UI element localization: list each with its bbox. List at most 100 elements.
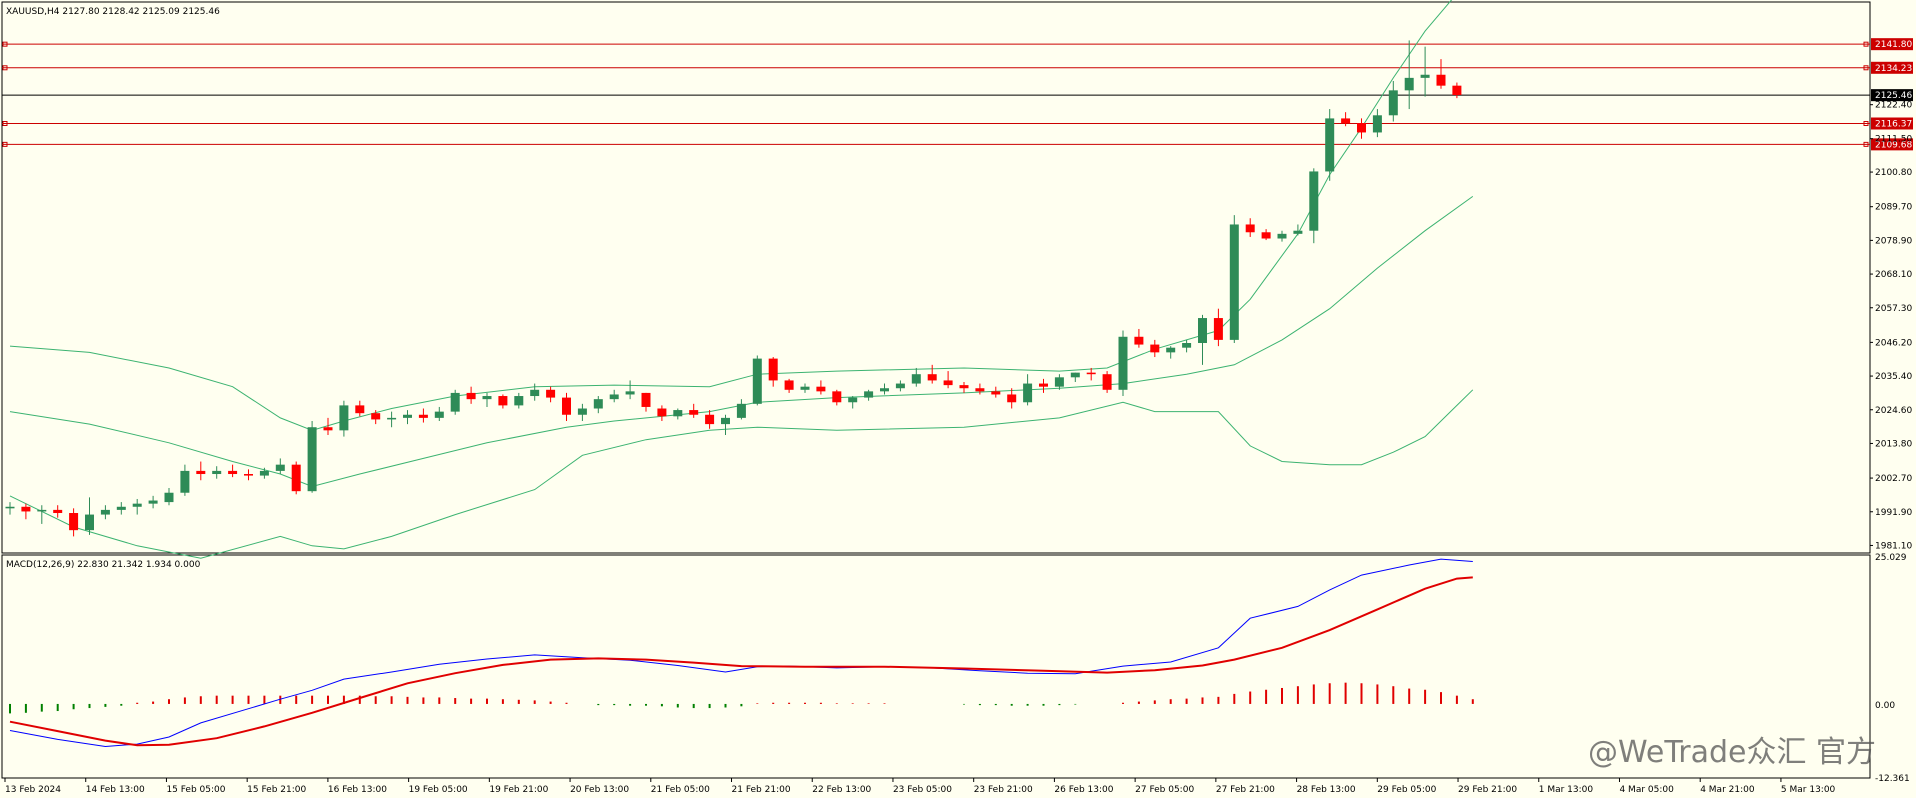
signal-line xyxy=(9,576,1473,747)
line-anchor-left xyxy=(2,120,8,126)
bull-candle xyxy=(1118,336,1128,390)
price-tag xyxy=(1871,138,1913,151)
price-axis-label: 2122.40 xyxy=(1875,101,1912,111)
bull-candle xyxy=(1277,233,1287,239)
bull-candle xyxy=(1372,115,1382,133)
bear-candle xyxy=(1007,394,1017,403)
bear-candle xyxy=(991,391,1001,395)
bear-candle xyxy=(975,388,985,392)
bull-candle xyxy=(1070,372,1080,378)
time-axis-label: 19 Feb 05:00 xyxy=(409,785,468,795)
bear-candle xyxy=(371,413,381,420)
bull-candle xyxy=(736,403,746,418)
bull-candle xyxy=(1054,377,1064,387)
time-axis-label: 27 Feb 05:00 xyxy=(1135,785,1194,795)
bear-candle xyxy=(927,374,937,381)
bear-candle xyxy=(228,470,238,475)
symbol-header: XAUUSD,H4 2127.80 2128.42 2125.09 2125.4… xyxy=(6,7,220,17)
price-axis-label: 2089.70 xyxy=(1875,203,1912,213)
bull-candle xyxy=(1229,224,1239,340)
bear-candle xyxy=(1436,74,1446,86)
time-axis-label: 22 Feb 13:00 xyxy=(812,785,871,795)
bull-candle xyxy=(37,509,47,512)
bull-candle xyxy=(1420,74,1430,78)
time-axis-label: 1 Mar 13:00 xyxy=(1539,785,1594,795)
bull-candle xyxy=(148,500,158,504)
bear-candle xyxy=(1341,118,1351,124)
bear-candle xyxy=(69,513,79,531)
bear-candle xyxy=(641,392,651,407)
time-axis-label: 23 Feb 05:00 xyxy=(893,785,952,795)
bull-candle xyxy=(180,470,190,493)
bull-candle xyxy=(1404,77,1414,91)
time-axis-label: 15 Feb 21:00 xyxy=(247,785,306,795)
price-tag xyxy=(1871,89,1913,102)
bear-candle xyxy=(355,405,365,414)
bull-candle xyxy=(1166,347,1176,353)
bollinger-upper xyxy=(9,0,1453,431)
price-tag-label: 2109.68 xyxy=(1875,140,1912,150)
bollinger-bands-layer xyxy=(9,0,1474,559)
bull-candle xyxy=(577,408,587,415)
bull-candle xyxy=(514,396,524,406)
bear-candle xyxy=(816,386,826,392)
bull-candle xyxy=(1293,230,1303,234)
time-axis-label: 21 Feb 21:00 xyxy=(732,785,791,795)
bear-candle xyxy=(466,392,476,400)
bull-candle xyxy=(1182,343,1192,348)
bear-candle xyxy=(1261,232,1271,239)
bull-candle xyxy=(403,414,412,418)
price-axis-label: 2013.80 xyxy=(1875,439,1912,449)
price-tag-label: 2125.46 xyxy=(1875,91,1912,101)
price-axis-label: 2111.50 xyxy=(1875,135,1912,145)
bull-candle xyxy=(752,358,762,404)
macd-panel[interactable] xyxy=(1,554,1871,779)
line-anchor-right xyxy=(1863,65,1869,71)
bull-candle xyxy=(1309,171,1319,231)
price-tag xyxy=(1871,61,1913,74)
bear-candle xyxy=(784,380,794,390)
price-tag-label: 2141.80 xyxy=(1875,40,1912,50)
time-axis-label: 16 Feb 13:00 xyxy=(328,785,387,795)
macd-axis-label: -12.361 xyxy=(1875,774,1910,784)
bear-candle xyxy=(705,414,715,425)
price-axis-label: 2002.70 xyxy=(1875,474,1912,484)
price-axis-label: 2100.80 xyxy=(1875,168,1912,178)
bull-candle xyxy=(593,399,603,409)
bear-candle xyxy=(244,474,253,476)
bear-candle xyxy=(1452,85,1462,96)
bull-candle xyxy=(848,397,858,403)
price-panel[interactable] xyxy=(1,1,1871,554)
time-axis-label: 14 Feb 13:00 xyxy=(86,785,145,795)
bull-candle xyxy=(800,386,810,390)
bull-candle xyxy=(339,405,349,431)
bear-candle xyxy=(1102,374,1112,390)
line-anchor-left xyxy=(2,41,8,47)
bear-candle xyxy=(657,408,667,417)
bull-candle xyxy=(911,374,921,384)
bollinger-middle xyxy=(9,195,1474,488)
macd-line xyxy=(9,558,1473,748)
price-lines-layer: 2141.80 2134.23 2125.46 2116.37 2109.68 xyxy=(2,38,1913,151)
price-axis-label: 2035.40 xyxy=(1875,372,1912,382)
bollinger-lower xyxy=(9,389,1474,559)
bull-candle xyxy=(132,503,142,507)
bear-candle xyxy=(1357,123,1366,133)
time-axis-label: 20 Feb 13:00 xyxy=(570,785,629,795)
price-axis-label: 2046.20 xyxy=(1875,338,1912,348)
bear-candle xyxy=(323,427,333,431)
bear-candle xyxy=(1134,336,1144,345)
time-axis-label: 23 Feb 21:00 xyxy=(974,785,1033,795)
bull-candle xyxy=(864,391,874,398)
bear-candle xyxy=(959,385,969,389)
price-tag-label: 2134.23 xyxy=(1875,64,1912,74)
time-axis-label: 28 Feb 13:00 xyxy=(1297,785,1356,795)
bull-candle xyxy=(164,492,174,503)
bear-candle xyxy=(418,414,428,418)
bear-candle xyxy=(53,509,63,514)
bull-candle xyxy=(85,514,94,531)
macd-axis-label: 0.00 xyxy=(1875,701,1895,711)
bull-candle xyxy=(482,396,492,400)
bear-candle xyxy=(1245,224,1255,233)
